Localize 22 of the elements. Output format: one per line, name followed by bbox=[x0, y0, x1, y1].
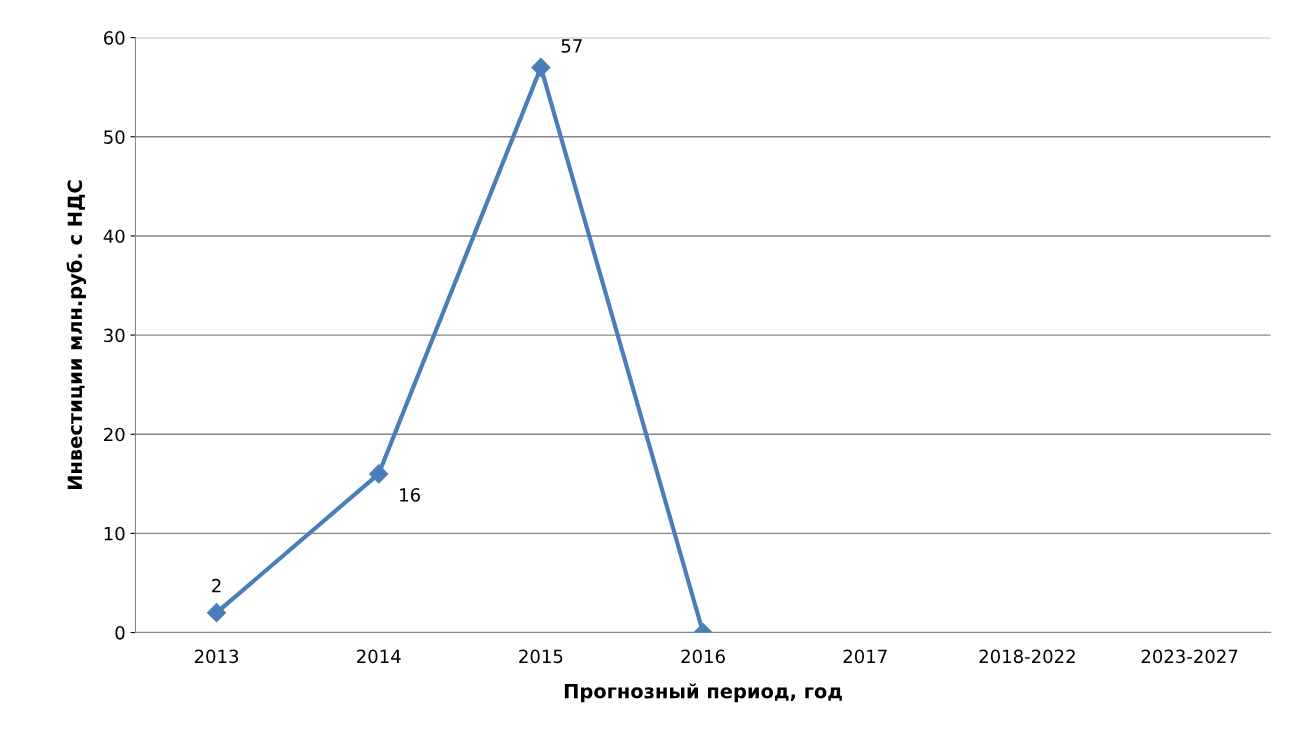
y-tick-label: 10 bbox=[104, 526, 125, 541]
point bbox=[207, 603, 227, 623]
y-axis-title: Инвестиции млн.руб. с НДС bbox=[66, 180, 87, 490]
x-tick-label: 2017 bbox=[843, 649, 887, 664]
data-label: 57 bbox=[561, 39, 582, 53]
x-tick-label: 2023-2027 bbox=[1141, 649, 1238, 664]
x-tick-label: 2016 bbox=[681, 649, 725, 664]
x-tick-label: 2015 bbox=[519, 649, 563, 664]
point bbox=[369, 464, 389, 484]
data-label: 16 bbox=[400, 488, 420, 502]
x-tick-label: 2014 bbox=[357, 649, 401, 664]
y-tick-label: 50 bbox=[104, 130, 125, 144]
y-tick-label: 60 bbox=[104, 31, 125, 45]
y-tick-label: 20 bbox=[104, 427, 125, 442]
data-label: 2 bbox=[212, 578, 221, 593]
y-tick-label: 0 bbox=[115, 625, 125, 640]
x-tick-label: 2013 bbox=[194, 649, 239, 664]
y-tick-label: 40 bbox=[103, 229, 125, 244]
y-tick-label: 30 bbox=[104, 328, 125, 343]
x-axis-title: Прогнозный период, год bbox=[564, 683, 842, 703]
x-tick-label: 2018-2022 bbox=[979, 649, 1075, 664]
point bbox=[531, 57, 551, 77]
